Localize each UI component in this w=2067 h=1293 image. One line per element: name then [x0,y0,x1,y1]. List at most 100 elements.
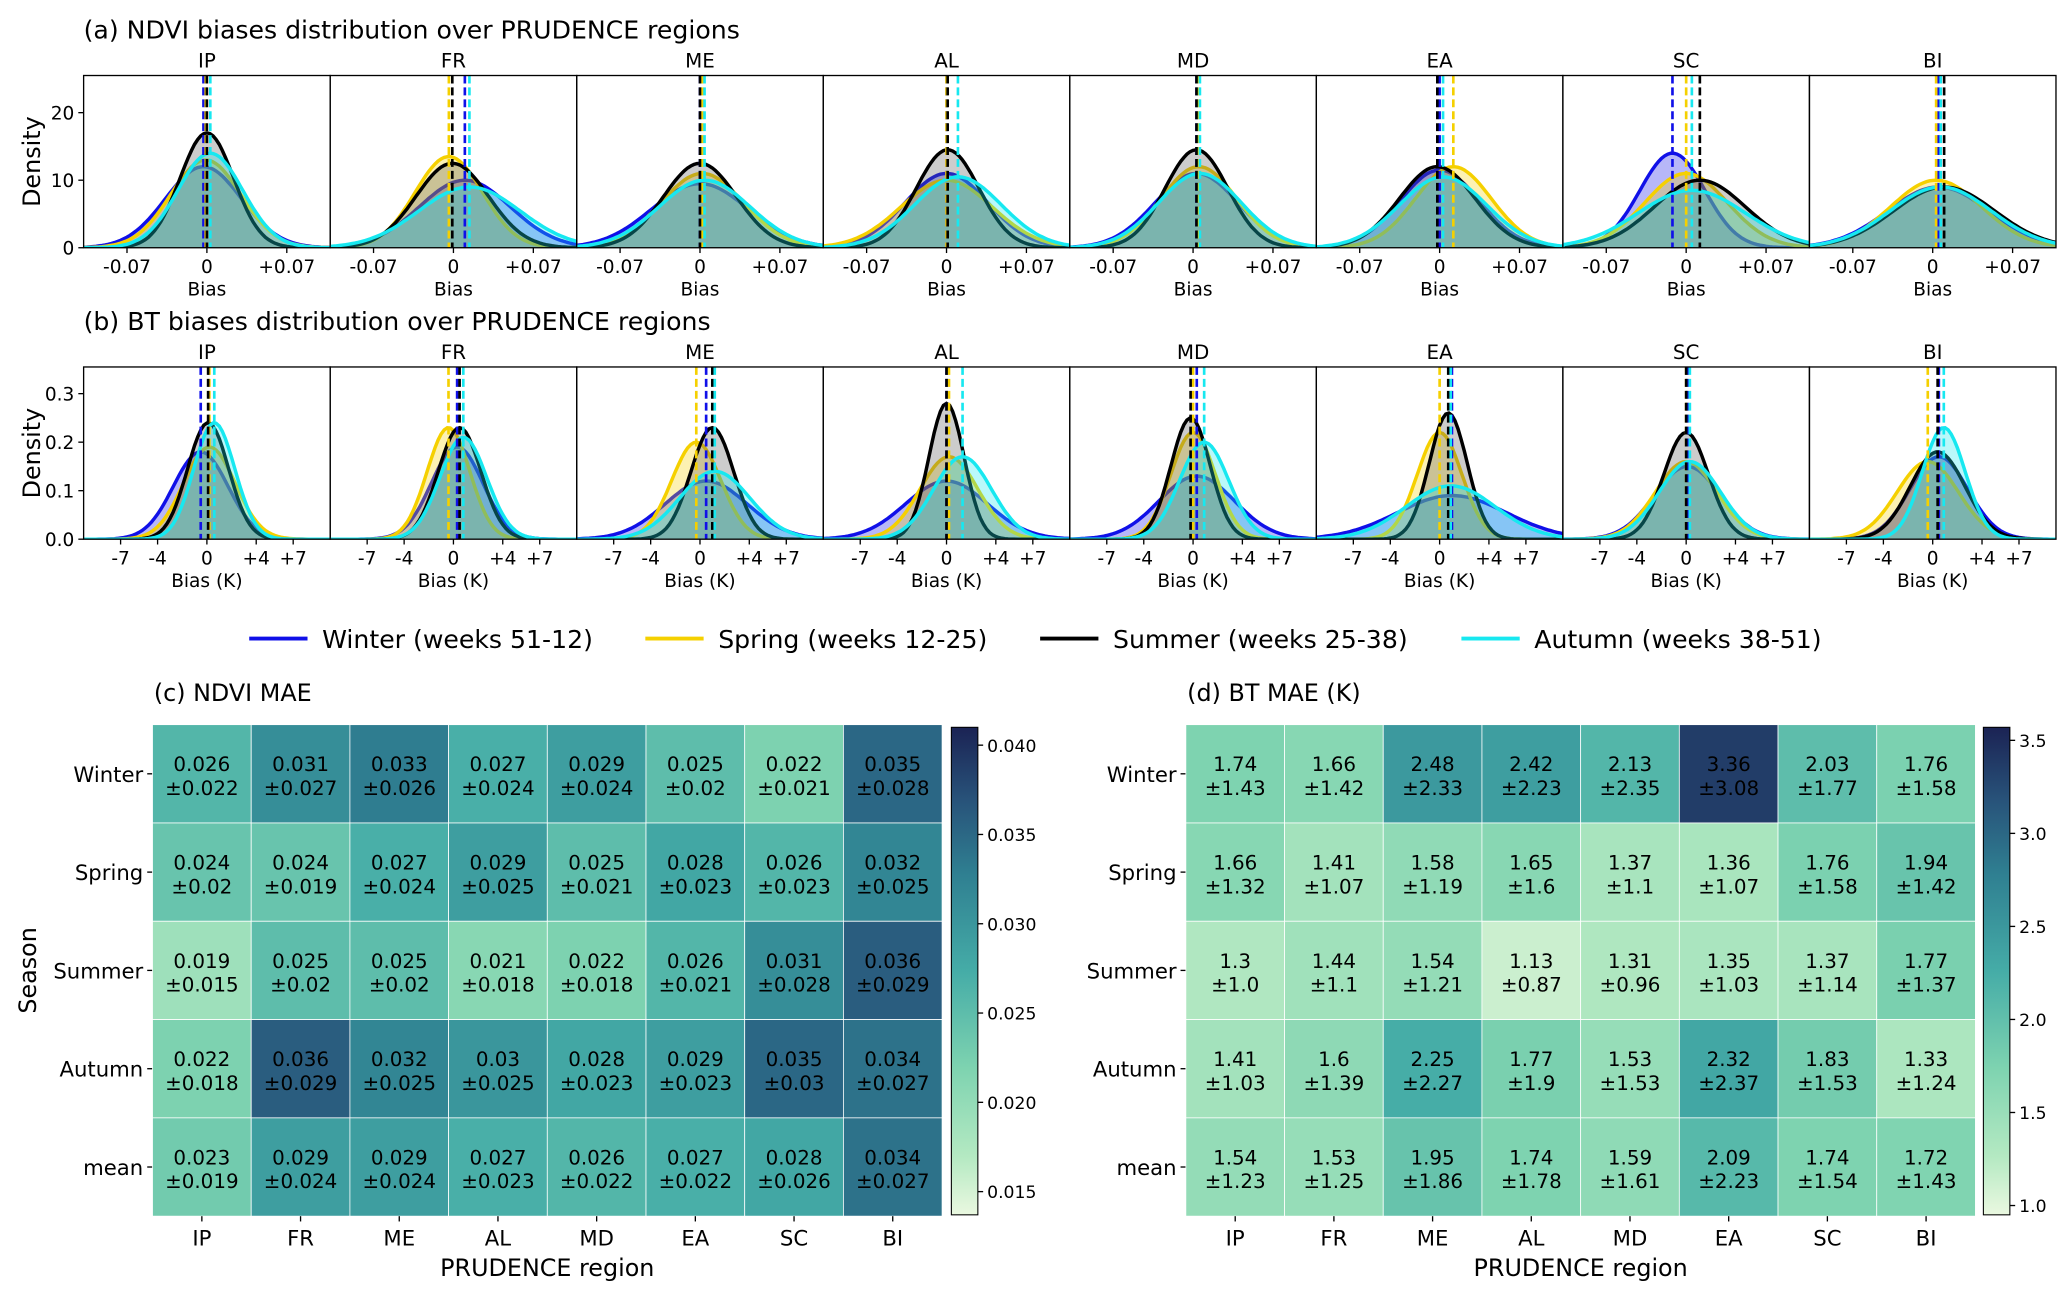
cell-std: ±1.07 [1303,875,1364,898]
heatmap-cell [1185,822,1285,922]
cell-value: 0.021 [470,950,527,973]
panel-title: FR [441,50,466,73]
density-fill-spring [576,442,824,540]
panel-title: ME [685,50,715,73]
cell-std: ±0.025 [363,1072,437,1095]
cell-std: ±1.19 [1402,875,1463,898]
cell-value: 1.72 [1904,1146,1948,1169]
density-row-0 [78,74,2057,254]
col-label: FR [1320,1225,1347,1250]
density-fill-spring [1069,166,1317,248]
density-fill-spring [1069,432,1317,540]
cell-std: ±0.026 [757,1170,831,1193]
x-tick-label: -7 [1344,548,1362,569]
x-tick-label: +0.07 [1984,257,2041,278]
panel-title: MD [1177,341,1209,364]
cell-std: ±0.023 [659,875,732,898]
col-label: EA [681,1225,709,1250]
cell-std: ±0.015 [165,974,239,997]
x-tick-label: -7 [358,548,376,569]
col-label: IP [192,1225,211,1250]
cell-value: 1.41 [1312,851,1356,874]
cell-std: ±1.53 [1600,1072,1661,1095]
cell-std: ±0.96 [1600,974,1661,997]
y-axis-label: Density [18,408,46,499]
cell-std: ±1.6 [1507,875,1555,898]
panel-title: EA [1427,341,1454,364]
cell-value: 0.03 [476,1048,520,1071]
row-title: (a) NDVI biases distribution over PRUDEN… [84,15,740,44]
cell-std: ±0.02 [270,974,331,997]
cell-std: ±0.019 [264,875,338,898]
panel-FR [329,366,578,545]
heatmap-cell [744,1019,844,1119]
x-tick-label: 0 [1187,548,1199,569]
panel-IP [82,366,331,545]
x-axis-label: Bias (K) [664,571,735,592]
cell-std: ±2.23 [1501,777,1562,800]
x-tick-label: -0.07 [350,257,398,278]
x-axis-label: Bias [1420,279,1459,300]
cell-value: 1.53 [1312,1146,1356,1169]
x-tick-label: -7 [1591,548,1609,569]
density-fill-summer [576,163,824,248]
panel-title: EA [1427,50,1454,73]
cell-value: 1.74 [1213,753,1257,776]
cell-value: 1.66 [1312,753,1356,776]
panel-title: IP [198,341,216,364]
y-axis-label: Season [14,927,42,1013]
cell-std: ±1.9 [1507,1072,1555,1095]
cell-value: 1.33 [1904,1048,1948,1071]
x-axis-label: Bias (K) [1897,571,1968,592]
cell-value: 0.031 [766,950,823,973]
cell-std: ±1.0 [1211,974,1259,997]
x-tick-label: +0.07 [1245,257,1302,278]
panel-title: SC [1673,50,1699,73]
x-tick-label: +7 [1019,548,1046,569]
col-label: ME [1417,1225,1449,1250]
x-tick-label: -7 [111,548,129,569]
panel-title: AL [934,50,959,73]
panel-title: SC [1673,341,1699,364]
heatmap-cell [1382,920,1483,1020]
cell-value: 0.035 [864,753,921,776]
legend-label: Autumn (weeks 38-51) [1534,625,1821,654]
y-tick-label: 0.1 [45,481,74,502]
heatmap-cell [152,1019,252,1119]
x-tick-label: -4 [1135,548,1153,569]
x-tick-label: +4 [1229,548,1256,569]
cell-value: 0.023 [173,1146,230,1169]
row-label: Autumn [1093,1057,1177,1082]
heatmap-2 [147,724,984,1222]
cell-value: 0.029 [272,1146,329,1169]
colorbar-tick-label: 0.020 [987,1094,1036,1114]
panel-EA [1315,74,1564,254]
x-tick-label: 0 [941,257,953,278]
colorbar [950,726,979,1216]
heatmap-cell [1382,724,1483,824]
heatmap-cell [1777,1019,1878,1119]
colorbar-tick-label: 3.0 [2019,825,2046,845]
density-fill-summer [1069,149,1317,248]
x-tick-label: 0 [1680,257,1692,278]
x-axis-label: Bias [1913,279,1952,300]
cell-std: ±0.018 [461,974,535,997]
cell-std: ±2.37 [1698,1072,1759,1095]
cell-value: 1.76 [1805,851,1849,874]
heatmap-cell [744,724,844,824]
cell-value: 2.09 [1707,1146,1751,1169]
panel-title: FR [441,341,466,364]
cell-value: 2.32 [1707,1048,1751,1071]
heatmap-cell [1777,822,1878,922]
x-tick-label: +0.07 [1491,257,1548,278]
x-axis-label: Bias [1667,279,1706,300]
cell-value: 2.03 [1805,753,1849,776]
heatmap-cell [152,1117,252,1217]
density-fill-spring [1809,180,2056,248]
panel-title: BI [1923,341,1942,364]
cell-std: ±0.022 [560,1170,634,1193]
panel-IP [82,74,331,254]
density-fill-winter [330,446,577,540]
heatmap-cell [1284,822,1384,922]
cell-std: ±0.025 [461,875,535,898]
